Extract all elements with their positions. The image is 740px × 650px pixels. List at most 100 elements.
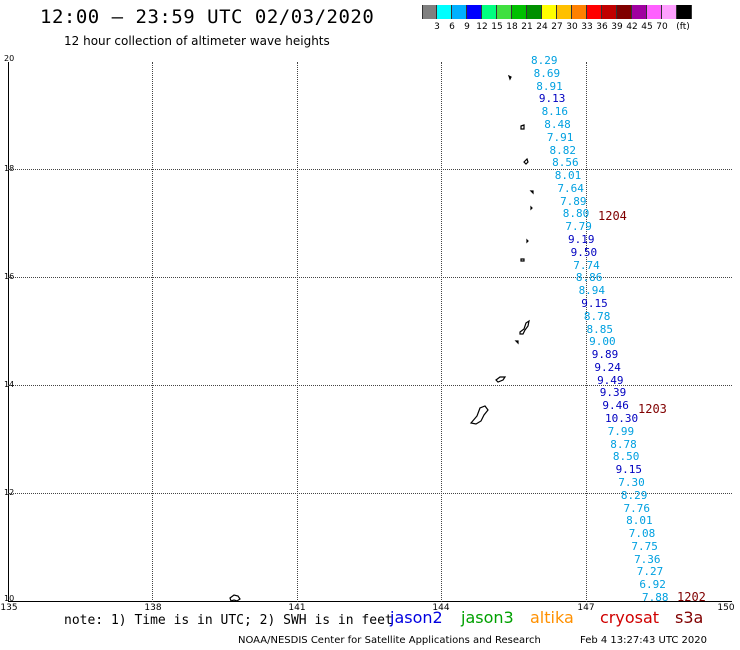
lat-label: 10 <box>4 594 15 603</box>
island-shape <box>229 594 241 602</box>
wave-height-value: 10.30 <box>605 412 639 425</box>
color-swatch <box>617 5 632 19</box>
lon-label: 141 <box>288 603 306 613</box>
color-scale-label: 39 <box>611 22 623 32</box>
wave-height-value: 9.13 <box>538 92 566 106</box>
wave-height-value: 7.36 <box>634 552 661 566</box>
color-swatch <box>542 5 557 19</box>
color-swatch <box>527 5 542 19</box>
wave-height-value: 7.91 <box>546 130 574 144</box>
wave-height-value: 8.48 <box>544 117 571 131</box>
color-scale-label: (ft) <box>676 22 690 32</box>
color-swatch <box>677 5 692 19</box>
map-title: 12:00 – 23:59 UTC 02/03/2020 <box>40 6 375 28</box>
wave-height-value: 7.27 <box>636 565 664 579</box>
color-swatch <box>602 5 617 19</box>
color-scale-label: 45 <box>641 22 653 32</box>
wave-height-value: 8.29 <box>531 54 558 67</box>
color-swatch <box>587 5 602 19</box>
grid-line-lon-147 <box>586 62 587 602</box>
wave-height-value: 9.24 <box>594 360 621 374</box>
pass-time-label: 1204 <box>598 209 627 223</box>
satellite-name: cryosat <box>600 608 660 627</box>
color-scale-label: 18 <box>506 22 518 32</box>
wave-height-value: 7.89 <box>560 194 587 208</box>
wave-height-value: 9.00 <box>589 335 616 349</box>
color-scale-label: 42 <box>626 22 638 32</box>
island-shape <box>507 74 512 81</box>
grid-line-lat-18 <box>8 169 732 170</box>
map-plot-area <box>8 62 732 602</box>
island-shape <box>526 238 529 244</box>
pass-time-label: 1202 <box>677 590 706 604</box>
wave-height-value: 9.15 <box>615 463 643 477</box>
color-scale-label: 70 <box>656 22 668 32</box>
grid-line-lon-144 <box>441 62 442 602</box>
lon-label: 150 <box>717 603 735 613</box>
color-scale-label: 30 <box>566 22 578 32</box>
color-scale-label: 36 <box>596 22 608 32</box>
lat-label: 12 <box>4 488 15 497</box>
wave-height-value: 7.79 <box>565 220 592 234</box>
color-swatch <box>422 5 437 19</box>
lon-label: 135 <box>0 603 18 613</box>
color-swatch <box>467 5 482 19</box>
wave-height-value: 7.64 <box>557 181 584 195</box>
grid-line-lon-138 <box>152 62 153 602</box>
wave-height-value: 7.99 <box>607 424 635 438</box>
wave-height-value: 9.15 <box>581 296 608 310</box>
color-swatch <box>632 5 647 19</box>
color-scale-label: 12 <box>476 22 488 32</box>
island-shape <box>469 405 489 425</box>
generated-timestamp: Feb 4 13:27:43 UTC 2020 <box>580 635 707 646</box>
color-scale-label: 15 <box>491 22 503 32</box>
wave-height-value: 8.78 <box>583 309 611 323</box>
wave-height-value: 8.01 <box>626 514 653 528</box>
satellite-name: jason2 <box>390 608 443 627</box>
credit-line: NOAA/NESDIS Center for Satellite Applica… <box>238 635 541 646</box>
island-shape <box>495 376 507 383</box>
grid-line-lat-12 <box>8 493 732 494</box>
wave-height-value: 9.39 <box>599 386 627 400</box>
color-swatch <box>647 5 662 19</box>
wave-height-value: 7.74 <box>573 258 600 272</box>
island-shape <box>523 157 529 165</box>
lat-label: 14 <box>4 380 15 389</box>
wave-height-value: 6.92 <box>639 578 666 592</box>
wave-height-value: 7.88 <box>642 591 669 604</box>
wave-height-value: 8.80 <box>562 207 590 221</box>
wave-height-value: 7.75 <box>631 539 658 553</box>
color-swatch <box>572 5 587 19</box>
pass-time-label: 1203 <box>638 402 667 416</box>
lon-label: 147 <box>577 603 595 613</box>
footnote: note: 1) Time is in UTC; 2) SWH is in fe… <box>64 613 393 628</box>
wave-height-value: 8.85 <box>586 322 614 336</box>
lat-label: 20 <box>4 54 15 63</box>
satellite-name: s3a <box>675 608 704 627</box>
lon-label: 144 <box>432 603 450 613</box>
wave-height-value: 8.56 <box>552 156 579 170</box>
satellite-name: altika <box>530 608 574 627</box>
wave-height-value: 8.86 <box>575 271 603 285</box>
grid-line-lat-16 <box>8 277 732 278</box>
island-shape <box>520 258 525 262</box>
wave-height-value: 8.69 <box>533 66 561 80</box>
wave-height-value: 8.82 <box>549 143 577 157</box>
island-shape <box>519 319 530 335</box>
wave-height-value: 9.46 <box>602 399 629 413</box>
color-scale-label: 27 <box>551 22 563 32</box>
island-shape <box>520 124 525 130</box>
color-scale-label: 6 <box>449 22 455 32</box>
satellite-name: jason3 <box>461 608 514 627</box>
wave-height-value: 8.91 <box>536 79 563 93</box>
color-swatch <box>482 5 497 19</box>
wave-height-value: 9.49 <box>597 373 624 387</box>
color-scale-legend <box>422 5 692 19</box>
wave-height-value: 8.16 <box>541 105 569 119</box>
color-scale-label: 9 <box>464 22 470 32</box>
wave-height-value: 9.89 <box>591 348 619 362</box>
island-shape <box>530 205 533 211</box>
lon-label: 138 <box>144 603 162 613</box>
